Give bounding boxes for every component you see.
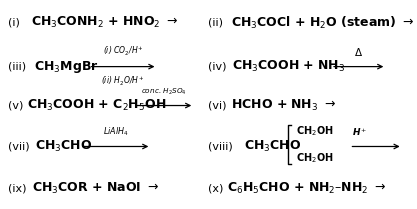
Text: conc. H$_2$SO$_4$: conc. H$_2$SO$_4$	[141, 87, 186, 97]
Text: (v): (v)	[8, 101, 24, 111]
Text: (vi): (vi)	[208, 101, 227, 111]
Text: (viii): (viii)	[208, 141, 233, 152]
Text: (ii) H$_2$O/H$^+$: (ii) H$_2$O/H$^+$	[101, 75, 145, 88]
Text: CH$_3$COCl + H$_2$O (steam) $\rightarrow$: CH$_3$COCl + H$_2$O (steam) $\rightarrow…	[231, 14, 414, 31]
Text: (i): (i)	[8, 18, 20, 28]
Text: (i) CO$_2$/H$^+$: (i) CO$_2$/H$^+$	[103, 45, 143, 58]
Text: CH$_3$CHO: CH$_3$CHO	[35, 139, 92, 154]
Text: H$^+$: H$^+$	[352, 126, 367, 138]
Text: HCHO + NH$_3$ $\rightarrow$: HCHO + NH$_3$ $\rightarrow$	[231, 98, 336, 113]
Text: CH$_3$CONH$_2$ + HNO$_2$ $\rightarrow$: CH$_3$CONH$_2$ + HNO$_2$ $\rightarrow$	[31, 15, 178, 30]
Text: C$_6$H$_5$CHO + NH$_2$–NH$_2$ $\rightarrow$: C$_6$H$_5$CHO + NH$_2$–NH$_2$ $\rightarr…	[227, 181, 386, 196]
Text: CH$_3$CHO: CH$_3$CHO	[244, 139, 302, 154]
Text: (ii): (ii)	[208, 18, 224, 28]
Text: CH$_2$OH: CH$_2$OH	[296, 124, 333, 138]
Text: CH$_3$COR + NaOI $\rightarrow$: CH$_3$COR + NaOI $\rightarrow$	[32, 181, 159, 196]
Text: (vii): (vii)	[8, 141, 30, 152]
Text: (ix): (ix)	[8, 184, 27, 194]
Text: (iii): (iii)	[8, 62, 26, 72]
Text: LiAlH$_4$: LiAlH$_4$	[103, 125, 128, 138]
Text: (iv): (iv)	[208, 62, 227, 72]
Text: (x): (x)	[208, 184, 224, 194]
Text: CH$_3$COOH + C$_2$H$_5$OH: CH$_3$COOH + C$_2$H$_5$OH	[28, 98, 167, 113]
Text: CH$_2$OH: CH$_2$OH	[296, 151, 333, 165]
Text: CH$_3$MgBr: CH$_3$MgBr	[34, 59, 98, 75]
Text: CH$_3$COOH + NH$_3$: CH$_3$COOH + NH$_3$	[232, 59, 346, 74]
Text: $\Delta$: $\Delta$	[354, 46, 363, 58]
